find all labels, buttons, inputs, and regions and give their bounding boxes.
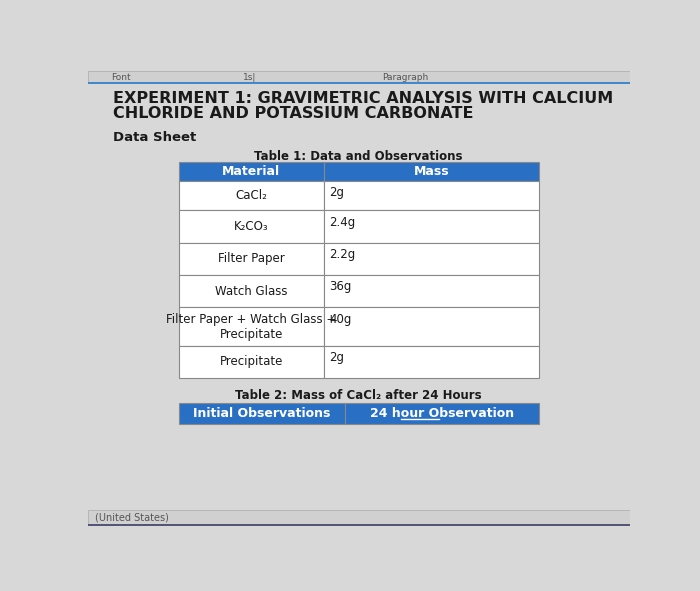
Bar [324, 346, 538, 378]
Bar [324, 181, 538, 210]
Text: 36g: 36g [329, 280, 351, 293]
Text: CHLORIDE AND POTASSIUM CARBONATE: CHLORIDE AND POTASSIUM CARBONATE [113, 106, 474, 121]
Bar [179, 403, 345, 424]
Text: Material: Material [223, 165, 281, 178]
Text: Mass: Mass [414, 165, 449, 178]
Text: Paragraph: Paragraph [382, 73, 428, 82]
Bar [179, 243, 324, 275]
Text: EXPERIMENT 1: GRAVIMETRIC ANALYSIS WITH CALCIUM: EXPERIMENT 1: GRAVIMETRIC ANALYSIS WITH … [113, 91, 613, 106]
Bar [88, 524, 630, 526]
Bar [324, 275, 538, 307]
Bar [88, 510, 630, 526]
Bar [324, 210, 538, 243]
Text: Watch Glass: Watch Glass [215, 285, 288, 298]
Text: 40g: 40g [329, 313, 351, 326]
Text: 24 hour Observation: 24 hour Observation [370, 407, 514, 420]
Text: Table 1: Data and Observations: Table 1: Data and Observations [255, 150, 463, 163]
Bar [324, 162, 538, 181]
Text: CaCl₂: CaCl₂ [235, 189, 267, 202]
Bar [88, 71, 630, 83]
Text: 2.4g: 2.4g [329, 216, 356, 229]
Bar [88, 83, 630, 84]
Text: Font: Font [111, 73, 130, 82]
Bar [179, 162, 324, 181]
Bar [345, 403, 538, 424]
Text: K₂CO₃: K₂CO₃ [234, 220, 269, 233]
Bar [179, 307, 324, 346]
Text: 2.2g: 2.2g [329, 248, 356, 261]
Bar [179, 210, 324, 243]
Bar [179, 275, 324, 307]
Bar [324, 243, 538, 275]
Bar [179, 346, 324, 378]
Text: Precipitate: Precipitate [220, 355, 283, 368]
Text: 2g: 2g [329, 351, 344, 364]
Bar [324, 307, 538, 346]
Text: 1s|: 1s| [242, 73, 256, 82]
Text: Filter Paper: Filter Paper [218, 252, 285, 265]
Text: Filter Paper + Watch Glass +
Precipitate: Filter Paper + Watch Glass + Precipitate [167, 313, 337, 340]
Text: Table 2: Mass of CaCl₂ after 24 Hours: Table 2: Mass of CaCl₂ after 24 Hours [235, 389, 482, 402]
Text: Initial Observations: Initial Observations [193, 407, 330, 420]
Text: Data Sheet: Data Sheet [113, 131, 196, 144]
Text: (United States): (United States) [95, 512, 169, 522]
Bar [179, 181, 324, 210]
Text: 2g: 2g [329, 186, 344, 199]
